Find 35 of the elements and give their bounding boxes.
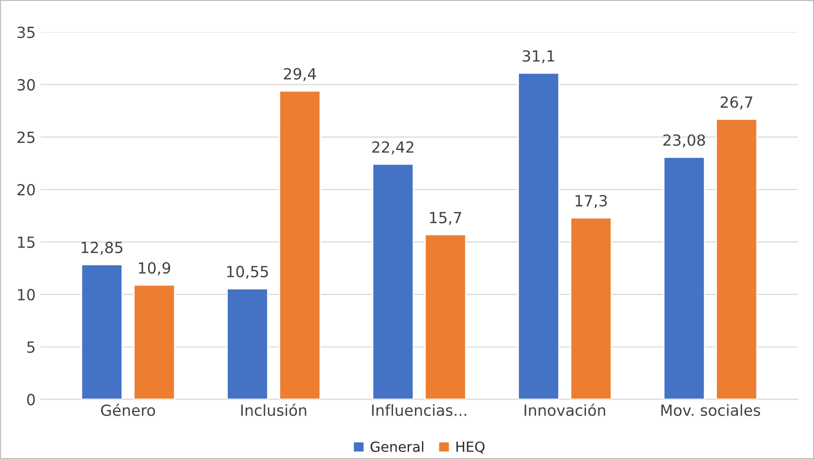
y-tick-label: 5 [27, 342, 35, 353]
x-tick-label: Inclusión [241, 404, 306, 416]
data-label: 12,85 [82, 242, 122, 255]
bar [518, 72, 560, 400]
legend-label: General [370, 441, 424, 452]
y-tick-label: 0 [27, 394, 35, 406]
data-label: 29,4 [284, 68, 316, 82]
data-label: 17,3 [576, 194, 607, 208]
data-label: 22,42 [372, 141, 414, 154]
data-label: 10,55 [227, 266, 268, 279]
x-tick-label: Mov. sociales [661, 404, 760, 416]
x-tick-label: Influencias... [372, 404, 466, 416]
data-label: 10,9 [138, 262, 170, 276]
data-label: 15,7 [430, 212, 462, 225]
legend-label: HEQ [456, 441, 484, 454]
y-tick-label: 10 [18, 288, 35, 300]
data-label: 26,7 [720, 96, 752, 110]
bar [716, 118, 758, 400]
bar [278, 90, 321, 400]
x-tick-label: Innovación [524, 404, 606, 416]
bar [570, 217, 612, 400]
bar [424, 234, 466, 400]
bar [133, 284, 176, 400]
bar [226, 288, 268, 400]
x-tick-label: Género [101, 404, 156, 416]
data-label: 31,1 [522, 50, 554, 64]
bar [80, 264, 123, 400]
y-tick-label: 25 [18, 132, 35, 144]
y-tick-label: 15 [18, 236, 35, 248]
bar [372, 163, 414, 400]
y-tick-label: 30 [18, 79, 35, 91]
bar [663, 156, 706, 400]
y-tick-label: 20 [18, 184, 35, 196]
data-label: 23,08 [663, 134, 705, 148]
y-tick-label: 35 [18, 26, 35, 38]
